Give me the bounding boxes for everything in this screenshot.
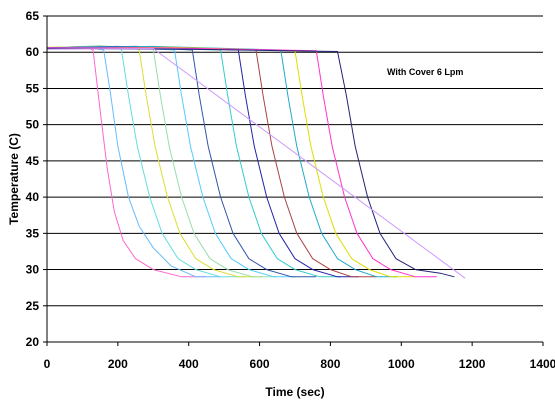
x-tick-label-800: 800: [320, 357, 340, 371]
y-tick-label-45: 45: [26, 154, 40, 168]
y-tick-label-35: 35: [26, 226, 40, 240]
x-tick-label-0: 0: [44, 357, 51, 371]
gridlines: [47, 15, 543, 307]
chart-annotation: With Cover 6 Lpm: [387, 67, 463, 77]
y-tick-label-65: 65: [26, 9, 40, 23]
x-tick-label-1200: 1200: [459, 357, 486, 371]
series-layer: [46, 45, 466, 279]
x-tick-label-1000: 1000: [388, 357, 415, 371]
y-tick-labels: 20 25 30 35 40 45 50 55 60 65: [26, 9, 47, 349]
plot-area-background: [47, 16, 543, 342]
series-line-14: [46, 48, 455, 278]
y-axis-title: Temperature (C): [7, 133, 21, 225]
y-tick-label-20: 20: [26, 335, 40, 349]
y-tick-label-25: 25: [26, 299, 40, 313]
y-tick-label-30: 30: [26, 263, 40, 277]
y-tick-label-50: 50: [26, 118, 40, 132]
x-tick-label-200: 200: [108, 357, 128, 371]
series-line-13: [47, 47, 437, 278]
x-tick-labels: 0 200 400 600 800 1000 1200 1400: [44, 342, 555, 371]
x-axis-title: Time (sec): [265, 385, 324, 399]
x-tick-label-400: 400: [179, 357, 199, 371]
x-tick-label-1400: 1400: [530, 357, 555, 371]
y-tick-label-55: 55: [26, 81, 40, 95]
y-tick-label-60: 60: [26, 45, 40, 59]
series-line-15: [46, 48, 466, 279]
x-tick-label-600: 600: [250, 357, 270, 371]
y-tick-label-40: 40: [26, 190, 40, 204]
